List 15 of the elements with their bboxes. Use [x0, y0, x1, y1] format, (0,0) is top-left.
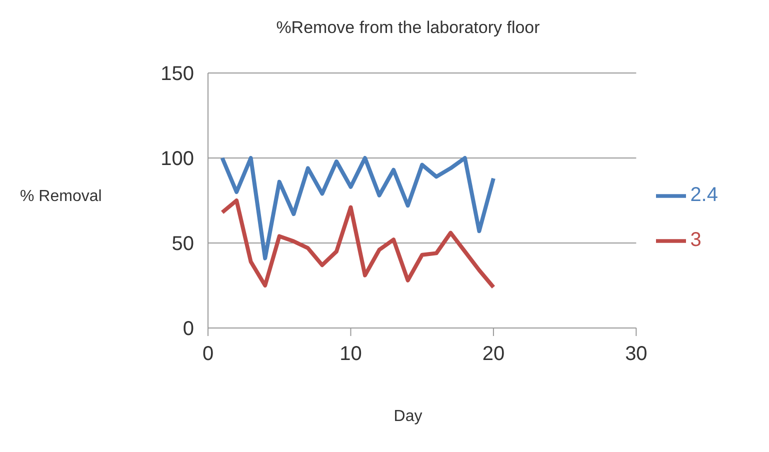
chart-title: %Remove from the laboratory floor — [275, 18, 541, 38]
y-tick-label: 150 — [160, 63, 194, 86]
y-tick-label: 0 — [182, 318, 194, 340]
x-tick-label: 30 — [625, 343, 648, 366]
y-axis-title: % Removal — [20, 188, 102, 206]
y-tick-label: 50 — [172, 233, 194, 256]
line-series — [220, 198, 496, 290]
legend-label: 2.4 — [690, 184, 718, 206]
legend-label: 3 — [690, 229, 702, 251]
x-axis-title: Day — [392, 408, 424, 426]
x-tick-label: 10 — [340, 343, 362, 366]
line-series — [220, 156, 496, 260]
y-tick-label: 100 — [160, 148, 194, 170]
x-tick-label: 0 — [202, 343, 214, 366]
x-tick-label: 20 — [482, 343, 505, 366]
